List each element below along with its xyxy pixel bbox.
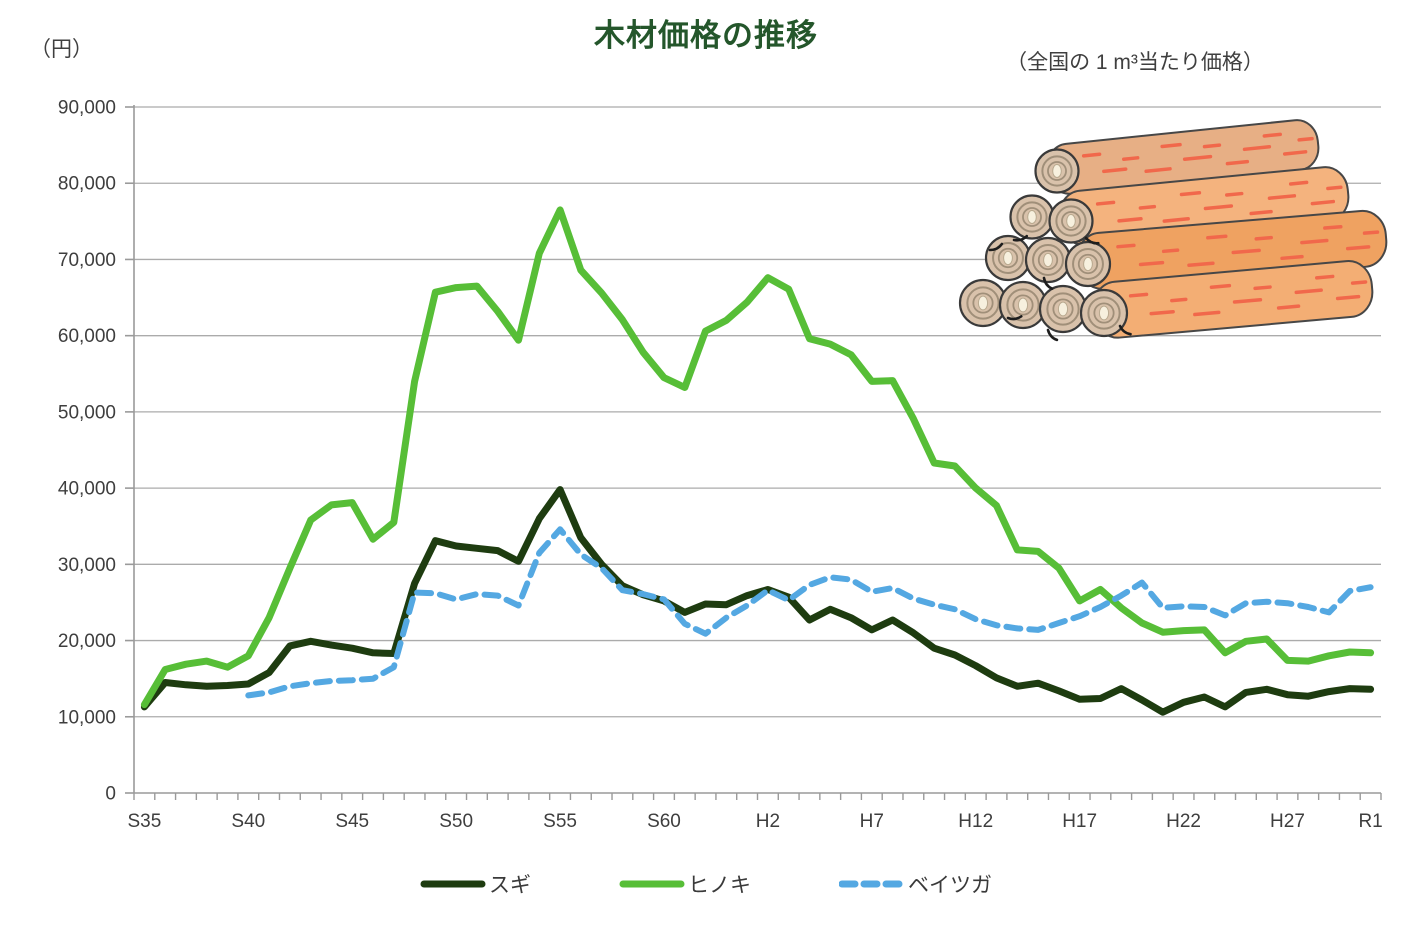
x-tick-label: H2 [756, 811, 780, 832]
legend-item-sugi: スギ [420, 869, 531, 899]
y-tick-label: 70,000 [58, 250, 116, 271]
series-line-sugi [140, 486, 1375, 716]
y-tick-label: 0 [105, 784, 116, 805]
x-tick-label: R1 [1358, 811, 1382, 832]
y-tick-label: 40,000 [58, 479, 116, 500]
bark-mark [1006, 315, 1023, 321]
legend-item-beituga: ベイツガ [839, 869, 992, 899]
y-tick-label: 30,000 [58, 555, 116, 576]
bark-mark [1012, 234, 1029, 242]
log-end [1034, 148, 1080, 194]
log-end [1048, 198, 1094, 244]
y-axis-unit-label: （円） [30, 38, 93, 61]
legend-label-hinoki: ヒノキ [688, 874, 751, 897]
log-end [1024, 236, 1072, 284]
x-tick-label: H7 [860, 811, 884, 832]
x-tick-label: S45 [335, 811, 369, 832]
series-line-hinoki [140, 206, 1375, 709]
y-tick-label: 10,000 [58, 707, 116, 728]
log-end [1064, 240, 1112, 288]
x-tick-label: H27 [1270, 811, 1305, 832]
bark-mark [1084, 236, 1100, 245]
sugi-line-swatch [420, 880, 486, 888]
series-line-beituga [245, 526, 1374, 699]
log-end [958, 278, 1008, 328]
log-end [1009, 194, 1055, 240]
y-tick-label: 60,000 [58, 326, 116, 347]
y-tick-label: 20,000 [58, 631, 116, 652]
y-tick-label: 80,000 [58, 174, 116, 195]
log-body [1092, 260, 1374, 339]
legend-label-sugi: スギ [489, 874, 531, 897]
x-tick-label: S60 [647, 811, 681, 832]
x-tick-label: H17 [1062, 811, 1097, 832]
log-end [1038, 284, 1088, 334]
log-end [1079, 288, 1129, 338]
logs-illustration [958, 119, 1388, 342]
bark-mark [988, 242, 1004, 252]
log-end [984, 234, 1032, 282]
bark-mark [1118, 324, 1132, 336]
x-tick-label: S50 [439, 811, 473, 832]
x-tick-label: S40 [231, 811, 265, 832]
chart-title: 木材価格の推移 [594, 18, 818, 53]
chart-subtitle: （全国の 1 m³当たり価格） [1006, 51, 1264, 74]
beituga-line-swatch [839, 880, 905, 888]
legend-label-beituga: ベイツガ [908, 874, 992, 897]
legend-item-hinoki: ヒノキ [619, 869, 751, 899]
y-tick-label: 50,000 [58, 402, 116, 423]
y-tick-label: 90,000 [58, 98, 116, 119]
hinoki-line-swatch [619, 880, 685, 888]
x-tick-label: H22 [1166, 811, 1201, 832]
bark-mark [1042, 276, 1054, 290]
x-tick-label: H12 [958, 811, 993, 832]
bark-mark [1046, 328, 1059, 342]
log-end [998, 280, 1048, 330]
legend: スギ ヒノキ ベイツガ [0, 869, 1412, 899]
x-tick-label: S35 [127, 811, 161, 832]
x-tick-label: S55 [543, 811, 577, 832]
